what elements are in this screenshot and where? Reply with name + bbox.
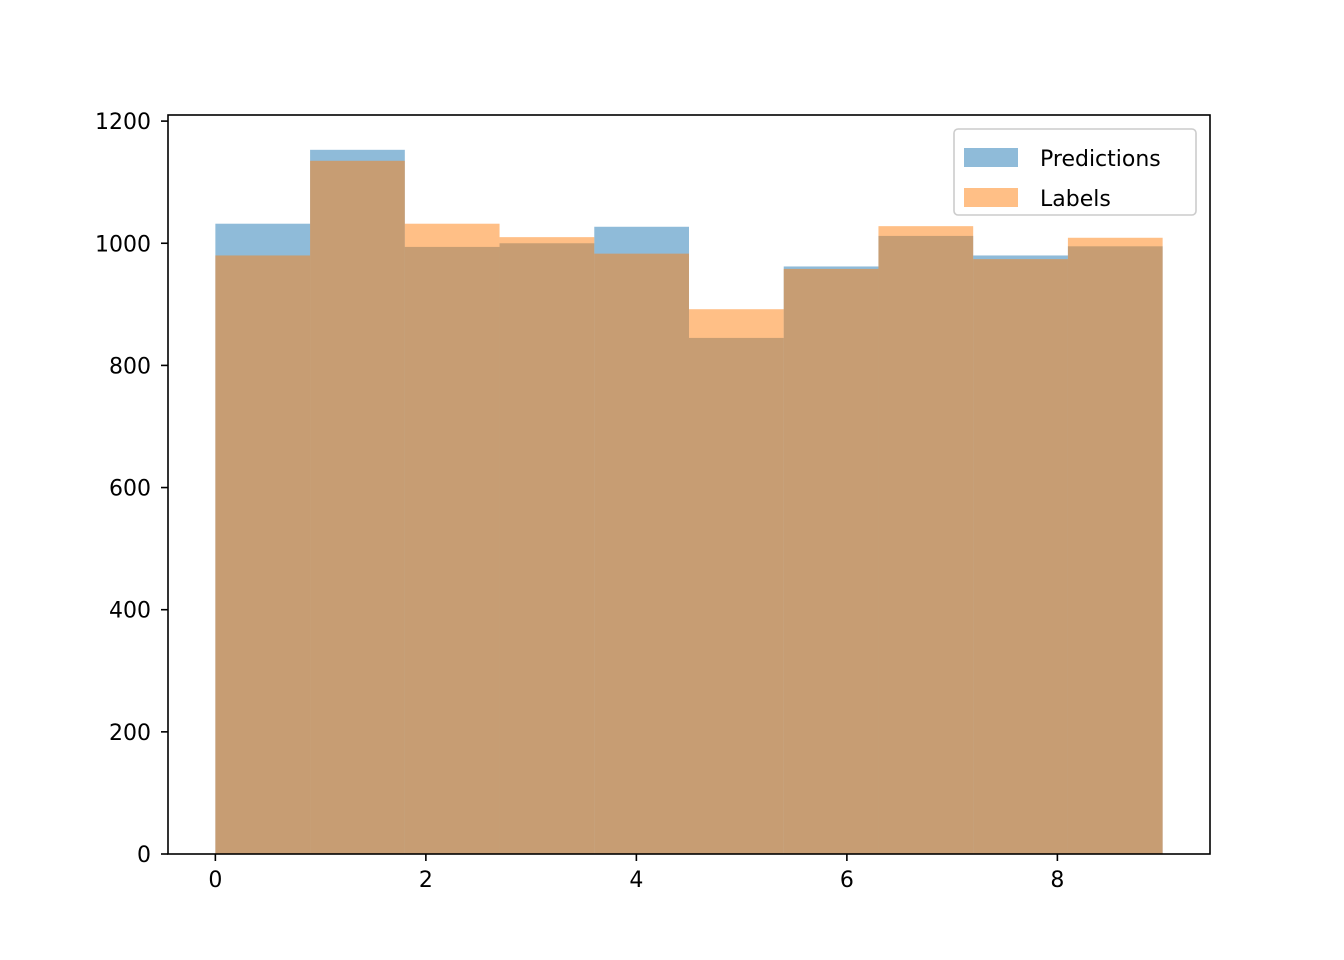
y-tick-label-800: 800 — [109, 354, 151, 379]
axes-frame — [167, 114, 1211, 855]
bar-labels-bin-9 — [1067, 237, 1163, 854]
legend-label-predictions: Predictions — [1040, 147, 1161, 172]
bar-labels-bin-6 — [783, 268, 879, 854]
y-tick-label-1000: 1000 — [95, 232, 151, 257]
series-labels — [215, 160, 1163, 855]
bar-labels-bin-7 — [878, 226, 974, 854]
legend-swatch-predictions — [964, 148, 1018, 167]
bar-labels-bin-3 — [499, 237, 595, 855]
x-tick-label-4: 4 — [629, 868, 643, 893]
y-tick-label-1200: 1200 — [95, 110, 151, 135]
bar-labels-bin-5 — [689, 309, 784, 854]
y-tick-label-600: 600 — [109, 477, 151, 502]
bar-labels-bin-2 — [404, 223, 500, 854]
bar-labels-bin-0 — [215, 255, 311, 854]
x-tick-label-0: 0 — [208, 868, 222, 893]
y-tick-label-200: 200 — [109, 721, 151, 746]
ticks-layer: 0 2 4 6 8 0 200 400 600 800 1000 1200 — [95, 110, 1064, 893]
legend-swatch-labels — [964, 188, 1018, 207]
legend: Predictions Labels — [953, 128, 1197, 216]
bar-labels-bin-8 — [973, 259, 1068, 855]
y-tick-label-0: 0 — [137, 843, 151, 868]
bar-labels-bin-4 — [594, 253, 689, 854]
x-tick-label-8: 8 — [1050, 868, 1064, 893]
x-tick-label-2: 2 — [419, 868, 433, 893]
bars-layer — [215, 149, 1163, 855]
legend-label-labels: Labels — [1040, 187, 1111, 212]
bar-labels-bin-1 — [310, 160, 405, 854]
x-tick-label-6: 6 — [840, 868, 854, 893]
y-tick-label-400: 400 — [109, 599, 151, 624]
